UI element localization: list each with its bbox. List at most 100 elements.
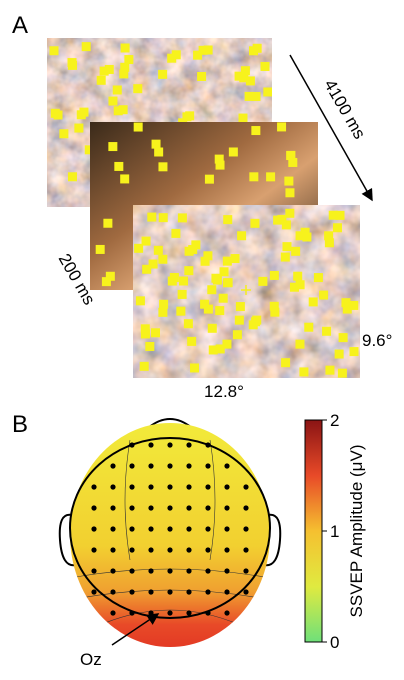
electrode — [110, 610, 116, 616]
dot — [158, 69, 168, 79]
dot — [286, 150, 296, 160]
dot — [124, 55, 134, 65]
dot — [99, 66, 109, 76]
dot — [49, 46, 59, 56]
electrode — [91, 484, 97, 490]
dot — [183, 319, 193, 329]
dot — [104, 64, 114, 74]
dot — [158, 162, 168, 172]
electrode — [186, 610, 192, 616]
electrode — [167, 484, 173, 490]
electrode — [205, 526, 211, 532]
dot — [113, 106, 123, 116]
dot — [269, 270, 279, 280]
dot — [338, 333, 348, 343]
dot — [84, 145, 94, 155]
dot — [235, 302, 245, 312]
electrode — [110, 484, 116, 490]
dot — [133, 84, 143, 94]
dot — [295, 280, 305, 290]
dot — [234, 315, 244, 325]
electrode — [110, 463, 116, 469]
electrode — [243, 547, 249, 553]
dot — [120, 174, 130, 184]
dot — [76, 110, 86, 120]
dot — [158, 307, 168, 317]
dot — [251, 91, 261, 101]
dot — [222, 256, 232, 266]
dot — [266, 172, 276, 182]
dot — [141, 236, 151, 246]
electrode — [148, 568, 154, 574]
dot — [258, 276, 268, 286]
dot — [139, 361, 149, 371]
dot — [285, 208, 295, 218]
electrode — [129, 610, 135, 616]
dot — [191, 240, 201, 250]
electrode — [148, 526, 154, 532]
dot — [120, 62, 130, 72]
dot — [218, 293, 228, 303]
electrode — [91, 568, 97, 574]
dot — [171, 50, 181, 60]
electrode — [186, 526, 192, 532]
dot — [211, 273, 221, 283]
dot — [147, 212, 157, 222]
dot — [142, 264, 152, 274]
dot — [171, 228, 181, 238]
dot — [263, 87, 272, 97]
dot — [108, 142, 118, 152]
dot — [198, 45, 208, 55]
dot — [248, 46, 258, 56]
electrode — [224, 610, 230, 616]
dot — [184, 266, 194, 276]
colorbar-tick-label: 0 — [330, 633, 339, 652]
dot — [197, 71, 207, 81]
dot — [319, 290, 329, 300]
electrode — [205, 463, 211, 469]
electrode — [110, 568, 116, 574]
dot — [188, 245, 198, 255]
dot — [300, 227, 310, 237]
electrode — [110, 547, 116, 553]
electrode — [224, 463, 230, 469]
dot — [203, 45, 213, 55]
electrode — [91, 505, 97, 511]
electrode — [129, 589, 135, 595]
dot — [239, 73, 249, 83]
dot — [151, 328, 161, 338]
electrode — [167, 589, 173, 595]
dot — [67, 58, 77, 68]
dot — [260, 61, 270, 71]
dot — [200, 299, 210, 309]
electrode-label: Oz — [80, 650, 102, 669]
dot — [101, 277, 111, 287]
electrode — [148, 505, 154, 511]
dot — [284, 176, 294, 186]
electrode — [186, 442, 192, 448]
electrode — [110, 526, 116, 532]
dot — [203, 251, 213, 261]
dot — [108, 96, 118, 106]
dot — [270, 307, 280, 317]
dot — [96, 75, 106, 85]
dot — [251, 126, 261, 136]
width-label: 12.8° — [204, 382, 244, 401]
dot — [185, 111, 195, 121]
colorbar-label: SSVEP Amplitude (μV) — [347, 445, 366, 618]
electrode — [129, 442, 135, 448]
dot — [291, 246, 301, 256]
dot — [105, 271, 115, 281]
electrode — [186, 568, 192, 574]
dot — [222, 339, 232, 349]
dot — [167, 276, 177, 286]
dot — [53, 110, 63, 120]
dot — [177, 213, 187, 223]
dot — [158, 254, 168, 264]
dot — [154, 147, 164, 157]
dot — [187, 336, 197, 346]
dot — [328, 210, 338, 220]
electrode — [243, 568, 249, 574]
dot — [289, 282, 299, 292]
